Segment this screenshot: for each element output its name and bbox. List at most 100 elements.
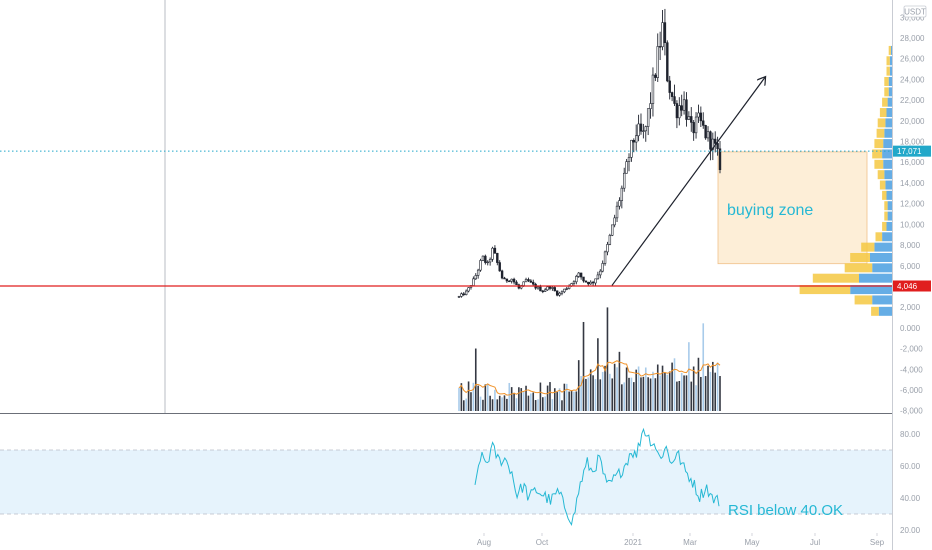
- volume-moving-average: [458, 360, 721, 396]
- candle-body: [623, 172, 626, 189]
- buying-zone-layer: [717, 151, 868, 265]
- candle-body: [613, 217, 616, 226]
- volume-profile-up: [884, 87, 889, 97]
- price-tick-label: -6,000: [900, 386, 923, 395]
- volume-bar: [630, 377, 633, 411]
- volume-bar: [623, 382, 626, 411]
- candle-body: [462, 293, 465, 295]
- candle-body: [649, 103, 652, 109]
- volume-profile-down: [890, 45, 892, 55]
- candle-body: [670, 92, 674, 97]
- currency-button-frame: [903, 5, 927, 18]
- volume-bar: [616, 367, 618, 411]
- volume-bar: [668, 371, 671, 411]
- volume-bar: [609, 373, 611, 411]
- candle-body: [587, 281, 590, 285]
- volume-profile-up: [799, 285, 851, 295]
- price-tick-label: 28,000: [900, 34, 925, 43]
- price-axis[interactable]: 30,000 28,000 26,000 24,000 22,000 20,000 18,0…: [900, 13, 925, 415]
- volume-bar: [585, 378, 587, 411]
- candle-body: [678, 105, 681, 119]
- candle-body: [508, 280, 511, 283]
- volume-bar: [506, 398, 508, 411]
- candle-body: [611, 224, 614, 236]
- volume-profile-down: [889, 66, 892, 76]
- rsi-tick-label: 60.00: [900, 462, 921, 471]
- volume-bar: [494, 389, 496, 411]
- candle-body: [627, 157, 631, 162]
- volume-bar: [719, 376, 721, 411]
- volume-profile-up: [888, 45, 891, 55]
- volume-profile-up: [812, 273, 859, 283]
- candle-body: [481, 255, 485, 261]
- candle-body: [687, 116, 691, 120]
- price-tick-label: 24,000: [900, 75, 925, 84]
- candle-body: [618, 200, 621, 207]
- volume-profile-up: [871, 306, 879, 316]
- volume-bar: [652, 371, 654, 411]
- volume-bar: [680, 372, 683, 411]
- price-tag-background: [893, 280, 931, 292]
- volume-profile-down: [883, 159, 892, 169]
- candle-body: [716, 143, 719, 150]
- rsi-band: [0, 450, 892, 514]
- volume-bar: [462, 400, 465, 411]
- volume-bar: [601, 371, 604, 411]
- candle-body: [668, 80, 671, 93]
- candle-body: [591, 281, 595, 284]
- volume-bar: [690, 381, 693, 411]
- candle-body: [460, 293, 463, 297]
- volume-bar: [683, 375, 685, 411]
- volume-profile-up: [884, 201, 888, 211]
- candle-body: [661, 22, 664, 48]
- candle-body: [620, 187, 624, 201]
- volume-bar: [659, 375, 661, 411]
- volume-bar: [577, 360, 580, 411]
- candle-body: [503, 277, 506, 280]
- candle-body: [522, 281, 525, 286]
- volume-bar: [489, 395, 491, 411]
- time-tick-label: Mar: [683, 538, 697, 547]
- volume-bar: [661, 365, 664, 411]
- volume-bar: [666, 374, 669, 411]
- volume-bar: [486, 384, 489, 411]
- candle-body: [594, 278, 597, 284]
- volume-bar: [592, 375, 594, 411]
- volume-bar: [632, 382, 635, 411]
- candle-body: [692, 122, 695, 134]
- candle-body: [582, 276, 585, 282]
- candle-body: [572, 281, 576, 284]
- volume-bar: [700, 376, 702, 411]
- volume-bar: [518, 387, 520, 411]
- candle-body: [680, 105, 683, 111]
- candle-body: [546, 286, 549, 291]
- volume-bar: [635, 369, 637, 411]
- volume-bar: [692, 366, 695, 411]
- drawn-lines: [0, 0, 893, 550]
- volume-bar: [522, 391, 525, 411]
- volume-bar: [697, 357, 700, 411]
- volume-profile: [799, 45, 892, 316]
- volume-bar: [644, 367, 647, 411]
- candle-body: [709, 131, 712, 150]
- currency-button[interactable]: USDT: [903, 5, 927, 18]
- candle-body: [603, 251, 607, 264]
- candle-body: [642, 130, 645, 132]
- rsi-axis[interactable]: 80.00 60.00 40.00 20.00: [900, 430, 921, 535]
- candle-body: [714, 138, 717, 144]
- volume-bar: [539, 382, 542, 411]
- candle-body: [541, 290, 545, 293]
- price-tag-background: [893, 145, 931, 157]
- volume-bar: [589, 369, 592, 411]
- volume-bar: [553, 388, 556, 411]
- time-axis[interactable]: Aug Oct 2021 Mar May Jul Sep: [477, 533, 885, 547]
- time-tick-label: 2021: [624, 538, 642, 547]
- volume-bar: [515, 398, 518, 411]
- volume-profile-up: [875, 232, 883, 242]
- volume-bar: [580, 376, 582, 411]
- volume-bar: [474, 348, 477, 411]
- candle-body: [467, 287, 470, 292]
- candle-body: [706, 131, 710, 139]
- volume-bar: [525, 385, 527, 411]
